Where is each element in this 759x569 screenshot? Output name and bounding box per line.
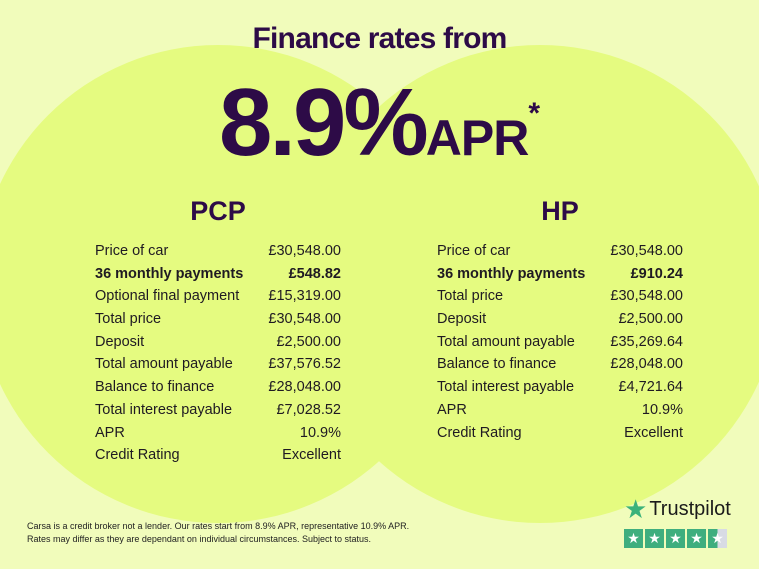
table-row: 36 monthly payments £548.82 — [95, 263, 341, 286]
row-label: Optional final payment — [95, 288, 240, 305]
disclaimer-line: Carsa is a credit broker not a lender. O… — [27, 521, 410, 531]
row-label: Total amount payable — [95, 356, 233, 373]
row-value: £910.24 — [630, 265, 683, 282]
row-value: £30,548.00 — [610, 288, 683, 305]
table-row: Price of car £30,548.00 — [95, 240, 341, 263]
asterisk: * — [528, 97, 541, 130]
row-value: 10.9% — [299, 424, 341, 441]
row-label: Price of car — [95, 243, 169, 259]
table-row: Balance to finance £28,048.00 — [437, 353, 683, 376]
row-label: Total price — [95, 311, 162, 328]
table-row: Deposit £2,500.00 — [95, 331, 341, 354]
hp-table: HP Price of car £30,548.00 36 monthly paym… — [437, 196, 683, 444]
table-row: APR 10.9% — [437, 399, 683, 422]
row-value: £548.82 — [288, 265, 341, 282]
row-value: Excellent — [624, 424, 683, 441]
row-label: 36 monthly payments — [437, 265, 586, 282]
row-value: Excellent — [282, 447, 341, 464]
row-value: £30,548.00 — [268, 243, 341, 259]
disclaimer: Carsa is a credit broker not a lender. O… — [27, 520, 409, 546]
row-value: £30,548.00 — [610, 243, 683, 259]
row-label: Total price — [437, 288, 504, 305]
row-value: £30,548.00 — [268, 311, 341, 328]
row-label: Credit Rating — [437, 424, 522, 441]
row-label: 36 monthly payments — [95, 265, 244, 282]
table-row: 36 monthly payments £910.24 — [437, 263, 683, 286]
row-label: Total interest payable — [95, 401, 233, 418]
row-value: £28,048.00 — [610, 356, 683, 373]
trustpilot-logo: ★ Trustpilot — [624, 494, 731, 525]
table-row: Deposit £2,500.00 — [437, 308, 683, 331]
table-row: Total amount payable £37,576.52 — [95, 353, 341, 376]
rating-star-icon: ★ — [687, 529, 706, 548]
trustpilot-name: Trustpilot — [649, 498, 731, 520]
row-label: APR — [437, 401, 467, 418]
rating-star-icon: ★ — [645, 529, 664, 548]
trustpilot-badge[interactable]: ★ Trustpilot ★ ★ ★ ★ ★ — [624, 494, 731, 548]
rating-star-icon: ★ — [624, 529, 643, 548]
row-label: Balance to finance — [437, 356, 557, 373]
row-label: Balance to finance — [95, 379, 215, 396]
row-value: £7,028.52 — [276, 401, 341, 418]
table-row: Total interest payable £4,721.64 — [437, 376, 683, 399]
table-row: Balance to finance £28,048.00 — [95, 376, 341, 399]
headline: Finance rates from — [252, 22, 507, 55]
star-icon: ★ — [624, 494, 648, 524]
row-value: 10.9% — [641, 401, 683, 418]
row-label: Deposit — [437, 311, 487, 328]
rating-star-icon: ★ — [666, 529, 685, 548]
table-row: Total price £30,548.00 — [437, 285, 683, 308]
rating-star-icon: ★ — [708, 529, 727, 548]
table-row: Total amount payable £35,269.64 — [437, 331, 683, 354]
pcp-table: PCP Price of car £30,548.00 36 monthly pay… — [95, 196, 341, 467]
row-value: £28,048.00 — [268, 379, 341, 396]
plan-title: PCP — [190, 196, 246, 226]
row-label: Total interest payable — [437, 379, 575, 396]
table-row: Optional final payment £15,319.00 — [95, 285, 341, 308]
table-row: Credit Rating Excellent — [437, 422, 683, 445]
rate-suffix: APR — [425, 110, 530, 166]
table-row: Credit Rating Excellent — [95, 444, 341, 467]
row-value: £2,500.00 — [618, 311, 683, 328]
table-row: APR 10.9% — [95, 422, 341, 445]
background-circle-right — [300, 45, 759, 523]
row-value: £15,319.00 — [268, 288, 341, 305]
table-row: Total price £30,548.00 — [95, 308, 341, 331]
row-value: £37,576.52 — [268, 356, 341, 373]
rate-display: 8.9%APR* — [0, 68, 759, 178]
row-label: Price of car — [437, 243, 511, 259]
row-value: £2,500.00 — [276, 333, 341, 350]
row-label: APR — [95, 424, 125, 441]
table-row: Total interest payable £7,028.52 — [95, 399, 341, 422]
row-label: Deposit — [95, 333, 145, 350]
row-value: £4,721.64 — [618, 379, 683, 396]
trustpilot-rating: ★ ★ ★ ★ ★ — [624, 529, 731, 548]
plan-title: HP — [541, 196, 579, 226]
table-row: Price of car £30,548.00 — [437, 240, 683, 263]
row-value: £35,269.64 — [610, 333, 683, 350]
rate-value: 8.9% — [218, 69, 429, 176]
disclaimer-line: Rates may differ as they are dependant o… — [27, 534, 372, 544]
row-label: Total amount payable — [437, 333, 575, 350]
row-label: Credit Rating — [95, 447, 180, 464]
